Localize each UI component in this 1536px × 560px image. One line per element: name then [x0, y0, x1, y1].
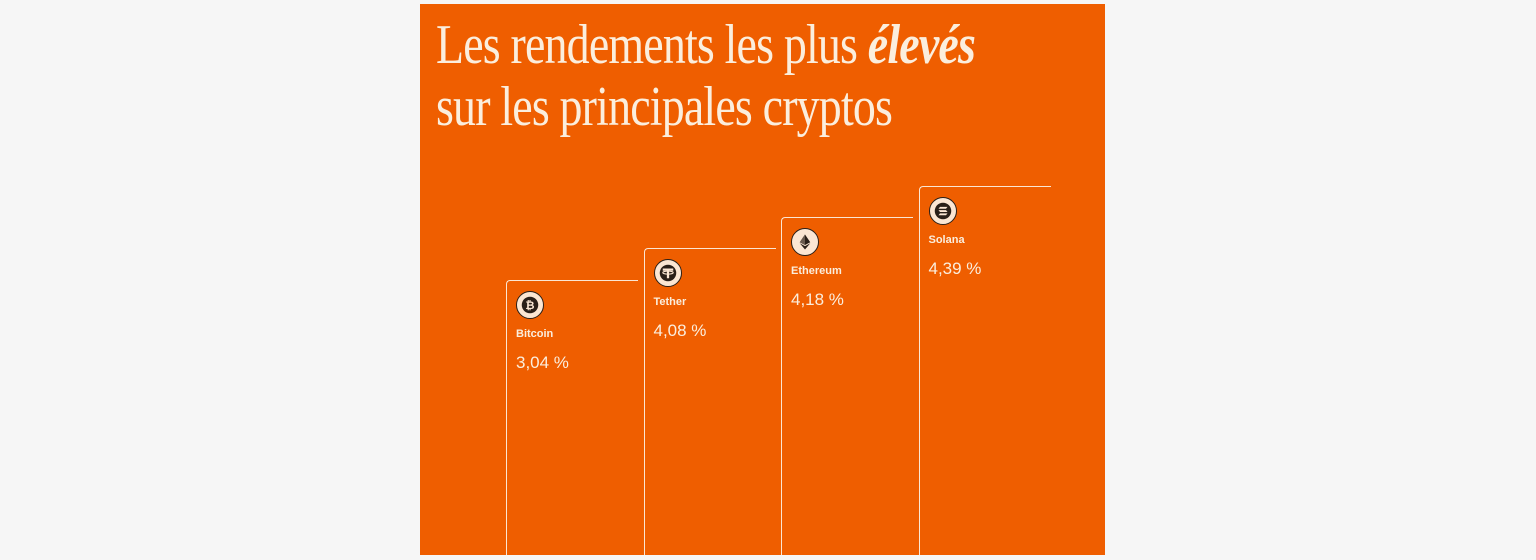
bar-solana: Solana 4,39 %: [918, 186, 1051, 555]
bar-value-solana: 4,39 %: [928, 259, 982, 278]
bitcoin-icon: ₿: [516, 291, 544, 319]
headline-line2: sur les principales cryptos: [436, 76, 893, 138]
headline: Les rendements les plus élevés sur les p…: [436, 14, 976, 138]
tether-icon: [653, 259, 682, 287]
headline-emphasis: élevés: [867, 14, 976, 76]
bar-chart: ₿ Bitcoin 3,04 % Tether 4,08 %: [420, 4, 1105, 555]
bar-bitcoin: ₿ Bitcoin 3,04 %: [506, 280, 638, 555]
bar-value-tether: 4,08 %: [653, 321, 707, 340]
bar-label-ethereum: Ethereum: [791, 265, 842, 277]
svg-text:₿: ₿: [525, 300, 534, 312]
bar-ethereum: Ethereum 4,18 %: [781, 217, 913, 555]
bar-label-solana: Solana: [928, 234, 965, 246]
headline-line1: Les rendements les plus élevés: [436, 14, 976, 76]
bar-value-ethereum: 4,18 %: [791, 290, 844, 309]
solana-icon: [928, 197, 957, 225]
yields-panel: Les rendements les plus élevés sur les p…: [420, 4, 1105, 555]
headline-line1-prefix: Les rendements les plus: [436, 14, 868, 76]
bar-value-bitcoin: 3,04 %: [516, 353, 569, 372]
ethereum-icon: [791, 228, 819, 256]
bar-label-bitcoin: Bitcoin: [516, 328, 554, 340]
bar-tether: Tether 4,08 %: [643, 248, 776, 555]
bar-label-tether: Tether: [653, 296, 687, 308]
